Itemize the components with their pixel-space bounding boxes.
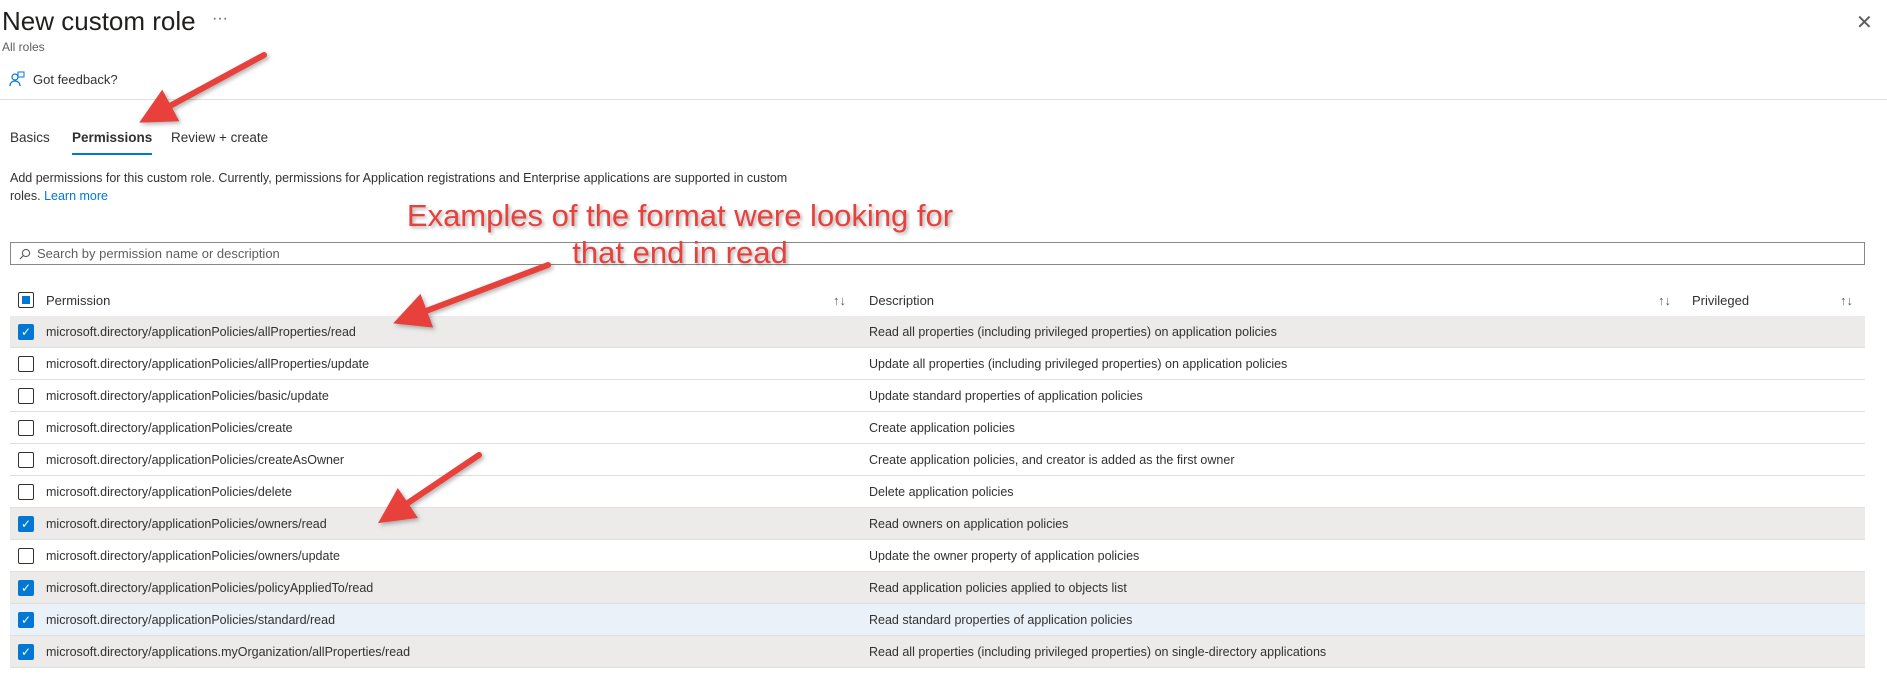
permission-name: microsoft.directory/applicationPolicies/… (46, 516, 327, 531)
table-row[interactable]: microsoft.directory/applicationPolicies/… (10, 476, 1865, 508)
row-checkbox[interactable] (18, 419, 34, 436)
row-checkbox[interactable] (18, 547, 34, 564)
permission-name: microsoft.directory/applicationPolicies/… (46, 324, 356, 339)
row-checkbox[interactable]: ✓ (18, 323, 34, 340)
search-placeholder: Search by permission name or description (37, 246, 280, 261)
permission-description: Read standard properties of application … (869, 612, 1133, 627)
feedback-label: Got feedback? (33, 71, 118, 87)
divider (0, 99, 1887, 100)
table-row[interactable]: microsoft.directory/applicationPolicies/… (10, 348, 1865, 380)
sort-icon[interactable]: ↑↓ (1658, 292, 1671, 308)
row-checkbox[interactable]: ✓ (18, 579, 34, 596)
permission-description: Create application policies (869, 420, 1015, 435)
breadcrumb[interactable]: All roles (2, 40, 45, 54)
permission-name: microsoft.directory/applicationPolicies/… (46, 548, 340, 563)
table-row[interactable]: ✓ microsoft.directory/applicationPolicie… (10, 508, 1865, 540)
row-checkbox[interactable] (18, 387, 34, 404)
permission-name: microsoft.directory/applicationPolicies/… (46, 484, 292, 499)
page-title: New custom role (2, 6, 196, 36)
permission-description: Read owners on application policies (869, 516, 1069, 531)
search-icon (19, 248, 31, 259)
info-description: Add permissions for this custom role. Cu… (10, 171, 788, 203)
permission-name: microsoft.directory/applicationPolicies/… (46, 452, 345, 467)
tab-permissions[interactable]: Permissions (72, 130, 153, 155)
table-row[interactable]: microsoft.directory/applicationPolicies/… (10, 540, 1865, 572)
permission-description: Read application policies applied to obj… (869, 580, 1127, 595)
feedback-icon (9, 71, 25, 87)
row-checkbox[interactable] (18, 355, 34, 372)
permission-name: microsoft.directory/applicationPolicies/… (46, 420, 293, 435)
permission-description: Read all properties (including privilege… (869, 644, 1327, 659)
permission-name: microsoft.directory/applicationPolicies/… (46, 580, 374, 595)
permission-description: Update standard properties of applicatio… (869, 388, 1143, 403)
table-row[interactable]: ✓ microsoft.directory/applications.myOrg… (10, 636, 1865, 668)
table-row[interactable]: ✓ microsoft.directory/applicationPolicie… (10, 572, 1865, 604)
tab-review-create[interactable]: Review + create (171, 130, 269, 145)
annotation-line-2: that end in read (572, 235, 788, 270)
sort-icon[interactable]: ↑↓ (833, 292, 846, 308)
feedback-button[interactable]: Got feedback? (9, 71, 118, 87)
learn-more-link[interactable]: Learn more (44, 189, 108, 203)
info-text: Add permissions for this custom role. Cu… (10, 169, 790, 205)
search-input[interactable]: Search by permission name or description (10, 242, 1865, 265)
permission-name: microsoft.directory/applicationPolicies/… (46, 356, 370, 371)
permission-description: Update the owner property of application… (869, 548, 1140, 563)
table-row[interactable]: ✓ microsoft.directory/applicationPolicie… (10, 604, 1865, 636)
close-button[interactable]: ✕ (1856, 12, 1873, 34)
row-checkbox[interactable] (18, 483, 34, 500)
arrow-icon (139, 52, 267, 123)
row-checkbox[interactable]: ✓ (18, 611, 34, 628)
permission-description: Delete application policies (869, 484, 1014, 499)
row-checkbox[interactable]: ✓ (18, 643, 34, 660)
table-row[interactable]: microsoft.directory/applicationPolicies/… (10, 412, 1865, 444)
permission-name: microsoft.directory/applications.myOrgan… (46, 644, 411, 659)
sort-icon[interactable]: ↑↓ (1840, 292, 1853, 308)
permission-description: Read all properties (including privilege… (869, 324, 1277, 339)
select-all-checkbox[interactable] (18, 292, 34, 308)
column-permission[interactable]: Permission (46, 292, 111, 308)
permission-description: Update all properties (including privile… (869, 356, 1288, 371)
permission-name: microsoft.directory/applicationPolicies/… (46, 388, 329, 403)
annotation-text: Examples of the format were looking for … (395, 197, 965, 271)
tab-basics[interactable]: Basics (10, 130, 50, 145)
annotation-line-1: Examples of the format were looking for (406, 198, 954, 233)
table-row[interactable]: microsoft.directory/applicationPolicies/… (10, 380, 1865, 412)
column-description[interactable]: Description (869, 292, 935, 308)
table-row[interactable]: microsoft.directory/applicationPolicies/… (10, 444, 1865, 476)
column-privileged[interactable]: Privileged (1692, 292, 1750, 308)
table-header: Permission ↑↓ Description ↑↓ Privileged … (10, 286, 1865, 314)
permission-description: Create application policies, and creator… (869, 452, 1235, 467)
permission-name: microsoft.directory/applicationPolicies/… (46, 612, 336, 627)
table-row[interactable]: ✓ microsoft.directory/applicationPolicie… (10, 316, 1865, 348)
more-options-button[interactable]: ··· (212, 10, 228, 27)
row-checkbox[interactable]: ✓ (18, 515, 34, 532)
row-checkbox[interactable] (18, 451, 34, 468)
